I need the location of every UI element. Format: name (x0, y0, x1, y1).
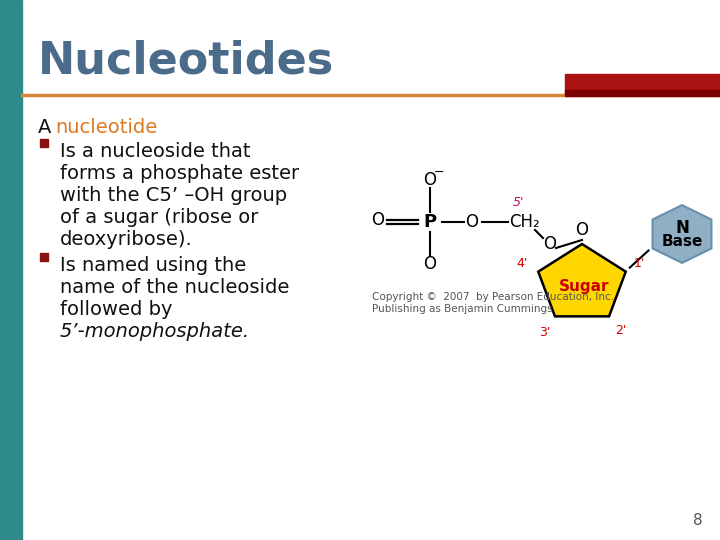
Text: Sugar: Sugar (559, 279, 609, 294)
Bar (565, 90, 720, 96)
Text: forms a phosphate ester: forms a phosphate ester (60, 164, 299, 183)
Text: Base: Base (661, 234, 703, 249)
Text: nucleotide: nucleotide (55, 118, 157, 137)
Text: 4': 4' (516, 257, 528, 270)
Text: O: O (423, 255, 436, 273)
Bar (565, 74, 720, 92)
Text: 5’-monophosphate.: 5’-monophosphate. (60, 322, 250, 341)
Text: O: O (466, 213, 479, 231)
Text: Nucleotides: Nucleotides (38, 40, 334, 83)
Polygon shape (652, 205, 711, 263)
Text: 1': 1' (634, 257, 645, 270)
Polygon shape (539, 244, 626, 316)
Text: CH₂: CH₂ (510, 213, 541, 231)
Bar (40, 253, 48, 261)
Text: A: A (38, 118, 58, 137)
Bar (40, 139, 48, 147)
Text: followed by: followed by (60, 300, 173, 319)
Bar (0, 0, 22, 540)
Text: O: O (575, 221, 588, 239)
Text: Is a nucleoside that: Is a nucleoside that (60, 142, 251, 161)
Text: deoxyribose).: deoxyribose). (60, 230, 193, 249)
Text: 8: 8 (693, 513, 703, 528)
Text: Is named using the: Is named using the (60, 256, 246, 275)
Text: of a sugar (ribose or: of a sugar (ribose or (60, 208, 258, 227)
Text: O: O (372, 211, 384, 229)
Text: N: N (675, 219, 689, 237)
Text: O: O (423, 171, 436, 189)
Text: −: − (433, 165, 444, 179)
Text: with the C5’ –OH group: with the C5’ –OH group (60, 186, 287, 205)
Text: P: P (423, 213, 436, 231)
Text: name of the nucleoside: name of the nucleoside (60, 278, 289, 297)
Text: 2': 2' (616, 324, 626, 337)
Text: 3': 3' (539, 326, 551, 339)
Text: Copyright ©  2007  by Pearson Education, Inc.
Publishing as Benjamin Cummings: Copyright © 2007 by Pearson Education, I… (372, 292, 614, 314)
Text: 5': 5' (513, 195, 523, 208)
Text: O: O (544, 235, 557, 253)
